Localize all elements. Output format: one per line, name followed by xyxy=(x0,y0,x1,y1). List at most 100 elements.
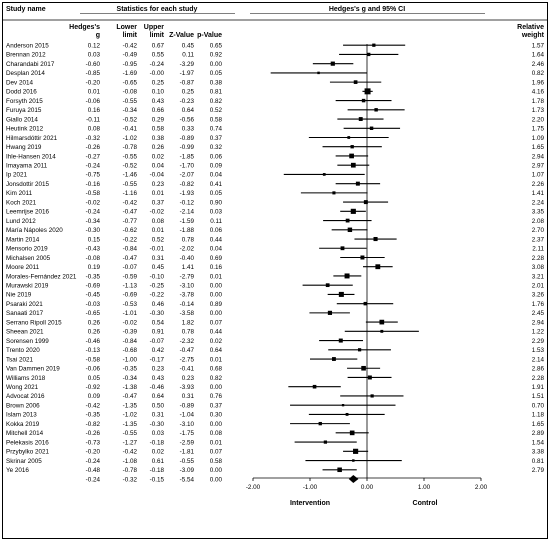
hedges-g-cell: -0.92 xyxy=(86,384,101,391)
lower-limit-cell: -1.27 xyxy=(123,439,138,446)
study-name-cell: Charandabi 2017 xyxy=(6,61,55,68)
study-name-cell: Leemrijse 2016 xyxy=(6,209,50,216)
lower-limit-cell: -1.16 xyxy=(123,190,138,197)
hedges-g-cell: -0.24 xyxy=(86,458,101,465)
z-value-cell: -0.14 xyxy=(180,301,195,308)
relative-weight-cell: 2.94 xyxy=(532,319,545,326)
relative-weight-cell: 1.22 xyxy=(532,329,545,336)
study-name-cell: Dodd 2016 xyxy=(6,89,37,96)
upper-limit-cell: 0.29 xyxy=(152,116,165,123)
upper-limit-cell: 0.45 xyxy=(152,264,165,271)
study-name-cell: Serrano Ripoll 2015 xyxy=(6,319,62,326)
hedges-g-cell: 0.19 xyxy=(88,264,101,271)
hedges-g-cell: -0.82 xyxy=(86,421,101,428)
z-value-cell: 0.33 xyxy=(182,126,195,133)
relative-weight-cell: 1.76 xyxy=(532,301,545,308)
hedges-g-cell: 0.01 xyxy=(88,89,101,96)
relative-weight-cell: 3.35 xyxy=(532,209,545,216)
lower-limit-cell: -0.22 xyxy=(123,236,138,243)
upper-limit-cell: 0.01 xyxy=(152,227,165,234)
summary-hedges-g-cell: -0.24 xyxy=(86,476,101,483)
upper-limit-cell: -0.07 xyxy=(150,338,165,345)
x-tick-label: -2.00 xyxy=(246,484,261,491)
hedges-g-cell: 0.12 xyxy=(88,43,101,50)
effect-size-square xyxy=(350,208,356,214)
z-value-cell: -1.81 xyxy=(180,449,195,456)
relative-weight-cell: 2.37 xyxy=(532,236,545,243)
p-value-cell: 0.30 xyxy=(210,412,223,419)
relative-weight-cell: 3.38 xyxy=(532,449,545,456)
upper-limit-cell: -0.18 xyxy=(150,467,165,474)
p-value-cell: 0.00 xyxy=(210,292,223,299)
hedges-g-cell: 0.26 xyxy=(88,329,101,336)
z-value-cell: 0.25 xyxy=(182,89,195,96)
p-value-cell: 0.32 xyxy=(210,144,223,151)
effect-size-square xyxy=(370,394,374,398)
study-name-cell: Kim 2011 xyxy=(6,190,33,197)
header-hedges-g-line2: g xyxy=(96,32,100,39)
effect-size-square xyxy=(350,145,354,149)
lower-limit-cell: -0.68 xyxy=(123,347,138,354)
z-value-cell: -2.02 xyxy=(180,246,195,253)
p-value-cell: 0.06 xyxy=(210,227,223,234)
upper-limit-cell: 0.02 xyxy=(152,449,165,456)
z-value-cell: -2.14 xyxy=(180,209,195,216)
z-value-cell: -1.75 xyxy=(180,430,195,437)
hedges-g-cell: -0.30 xyxy=(86,227,101,234)
hedges-g-cell: -0.75 xyxy=(86,172,101,179)
study-name-cell: Martin 2014 xyxy=(6,236,40,243)
relative-weight-cell: 2.29 xyxy=(532,338,545,345)
effect-size-square xyxy=(373,236,378,242)
lower-limit-cell: -0.55 xyxy=(123,181,138,188)
hedges-g-cell: -0.34 xyxy=(86,218,101,225)
study-name-cell: Ip 2021 xyxy=(6,172,28,179)
relative-weight-cell: 2.79 xyxy=(532,467,545,474)
hedges-g-cell: -0.26 xyxy=(86,144,101,151)
hedges-g-cell: -0.45 xyxy=(86,292,101,299)
p-value-cell: 0.69 xyxy=(210,255,223,262)
effect-size-square xyxy=(347,136,351,139)
lower-limit-cell: -0.53 xyxy=(123,301,138,308)
z-value-cell: -0.87 xyxy=(180,79,195,86)
study-name-cell: Mensorio 2019 xyxy=(6,246,48,253)
lower-limit-cell: -0.78 xyxy=(123,467,138,474)
hedges-g-cell: -0.35 xyxy=(86,273,101,280)
lower-limit-cell: -0.84 xyxy=(123,246,138,253)
lower-limit-cell: -1.69 xyxy=(123,70,138,77)
study-name-cell: Koch 2021 xyxy=(6,199,37,206)
upper-limit-cell: 0.04 xyxy=(152,162,165,169)
lower-limit-cell: -1.35 xyxy=(123,421,138,428)
relative-weight-cell: 2.20 xyxy=(532,116,545,123)
lower-limit-cell: -0.52 xyxy=(123,116,138,123)
hedges-g-cell: -0.02 xyxy=(86,199,101,206)
lower-limit-cell: -1.35 xyxy=(123,402,138,409)
relative-weight-cell: 2.01 xyxy=(532,282,545,289)
z-value-cell: -3.78 xyxy=(180,292,195,299)
hedges-g-cell: -0.65 xyxy=(86,310,101,317)
relative-weight-cell: 4.16 xyxy=(532,89,545,96)
x-tick-label: -1.00 xyxy=(303,484,318,491)
study-name-cell: Lund 2012 xyxy=(6,218,36,225)
effect-size-square xyxy=(330,61,335,66)
relative-weight-cell: 0.81 xyxy=(532,458,545,465)
relative-weight-cell: 1.96 xyxy=(532,79,545,86)
effect-size-square xyxy=(340,246,345,251)
effect-size-square xyxy=(369,126,374,130)
upper-limit-cell: 0.25 xyxy=(152,79,165,86)
hedges-g-cell: -0.73 xyxy=(86,439,101,446)
relative-weight-cell: 1.18 xyxy=(532,412,545,419)
effect-size-square xyxy=(325,283,330,288)
p-value-cell: 0.06 xyxy=(210,153,223,160)
p-value-cell: 0.00 xyxy=(210,467,223,474)
p-value-cell: 0.74 xyxy=(210,126,223,133)
effect-size-square xyxy=(360,255,365,260)
z-value-cell: -0.82 xyxy=(180,181,195,188)
effect-size-square xyxy=(337,467,342,473)
header-upper-line2: limit xyxy=(150,32,165,39)
hedges-g-cell: -0.20 xyxy=(86,449,101,456)
study-name-cell: Brown 2006 xyxy=(6,402,40,409)
study-name-cell: Jonsdottir 2015 xyxy=(6,181,50,188)
study-name-cell: Ye 2016 xyxy=(6,467,29,474)
upper-limit-cell: 0.43 xyxy=(152,98,165,105)
